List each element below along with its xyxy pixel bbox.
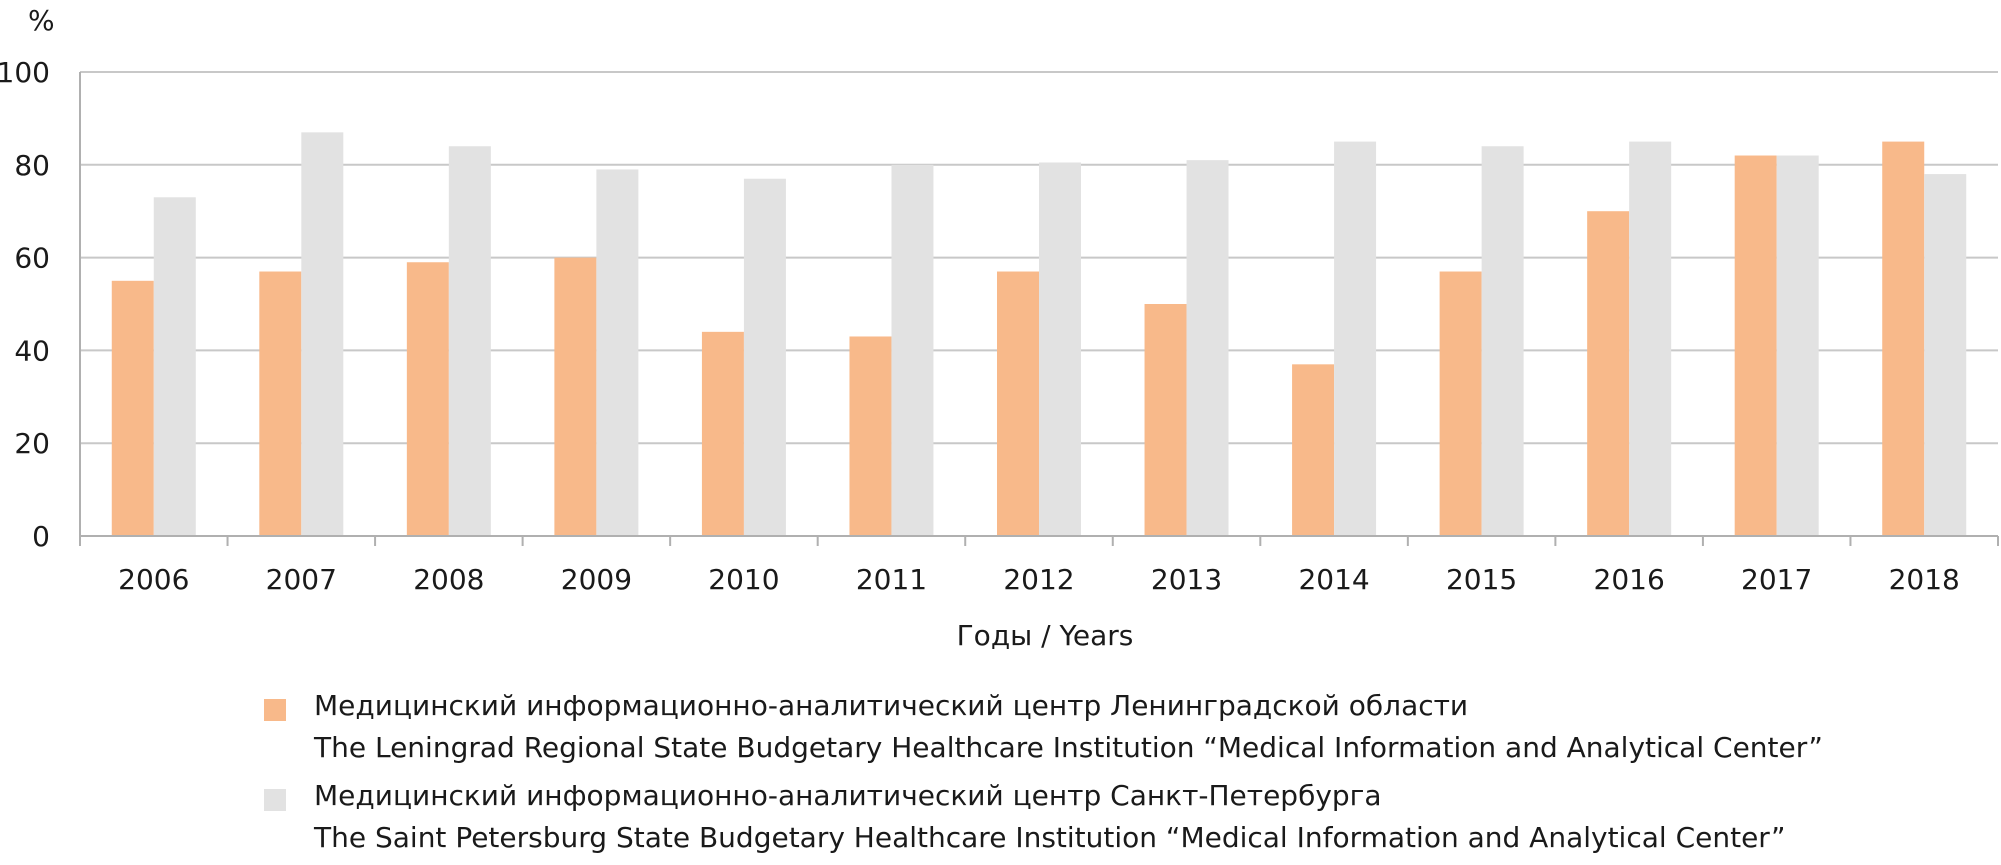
x-tick-label: 2012: [1003, 563, 1074, 596]
bar-saint-petersburg-2018: [1924, 174, 1967, 536]
bar-saint-petersburg-2006: [153, 197, 196, 536]
y-axis-unit: %: [28, 4, 55, 37]
y-tick-label: 80: [14, 149, 50, 182]
y-tick-label: 100: [0, 56, 50, 89]
legend-label-leningrad-en: The Leningrad Regional State Budgetary H…: [314, 731, 1823, 764]
bar-saint-petersburg-2011: [891, 164, 934, 537]
bar-leningrad-2010: [701, 331, 744, 536]
y-tick-label: 40: [14, 334, 50, 367]
x-tick-label: 2011: [856, 563, 927, 596]
bar-leningrad-2007: [259, 271, 302, 536]
bar-leningrad-2016: [1587, 211, 1630, 536]
x-tick-label: 2009: [561, 563, 632, 596]
bar-saint-petersburg-2015: [1481, 146, 1524, 537]
bar-leningrad-2006: [111, 280, 154, 536]
legend-item-saint-petersburg: Медицинский информационно-аналитический …: [262, 775, 1823, 859]
legend-swatch-saint-petersburg: [264, 789, 286, 811]
x-tick-label: 2015: [1446, 563, 1517, 596]
x-axis-title: Годы / Years: [957, 619, 1134, 652]
legend: Медицинский информационно-аналитический …: [262, 685, 1823, 865]
bar-saint-petersburg-2008: [448, 146, 491, 537]
x-tick-label: 2006: [118, 563, 189, 596]
x-tick-label: 2014: [1298, 563, 1369, 596]
x-tick-label: 2010: [708, 563, 779, 596]
bar-saint-petersburg-2009: [596, 169, 639, 536]
bar-saint-petersburg-2012: [1039, 162, 1081, 537]
y-tick-label: 20: [14, 427, 50, 460]
x-tick-label: 2018: [1889, 563, 1960, 596]
legend-item-leningrad: Медицинский информационно-аналитический …: [262, 685, 1823, 769]
bar-leningrad-2018: [1882, 141, 1925, 536]
bar-leningrad-2011: [849, 336, 892, 536]
legend-label-leningrad-ru: Медицинский информационно-аналитический …: [314, 689, 1469, 722]
bar-saint-petersburg-2016: [1629, 141, 1672, 536]
legend-label-saint-petersburg-ru: Медицинский информационно-аналитический …: [314, 779, 1382, 812]
bar-leningrad-2017: [1734, 155, 1777, 536]
legend-swatch-leningrad: [264, 699, 286, 721]
axes: [79, 72, 1999, 546]
bar-chart: 0 20 40 60 80 100 2006 2007 2008 2009 2010 2011 2012…: [0, 4, 1999, 652]
legend-label-saint-petersburg-en: The Saint Petersburg State Budgetary Hea…: [314, 821, 1786, 854]
bar-leningrad-2014: [1292, 364, 1335, 536]
bar-saint-petersburg-2010: [743, 178, 786, 536]
bar-leningrad-2009: [554, 257, 597, 536]
x-tick-label: 2008: [413, 563, 484, 596]
x-tick-label: 2013: [1151, 563, 1222, 596]
x-tick-label: 2007: [266, 563, 337, 596]
bar-saint-petersburg-2017: [1776, 155, 1819, 536]
y-tick-label: 60: [14, 242, 50, 275]
bar-leningrad-2008: [406, 262, 449, 536]
bars: [111, 132, 1967, 537]
x-tick-label: 2017: [1741, 563, 1812, 596]
bar-saint-petersburg-2007: [301, 132, 344, 536]
x-tick-label: 2016: [1594, 563, 1665, 596]
bar-leningrad-2013: [1144, 304, 1187, 536]
bar-leningrad-2012: [997, 271, 1039, 536]
bar-saint-petersburg-2014: [1334, 141, 1377, 536]
y-tick-label: 0: [32, 520, 50, 553]
bar-saint-petersburg-2013: [1186, 160, 1229, 536]
bar-leningrad-2015: [1439, 271, 1482, 536]
tick-labels: 0 20 40 60 80 100 2006 2007 2008 2009 2010 2011 2012…: [0, 56, 1960, 596]
